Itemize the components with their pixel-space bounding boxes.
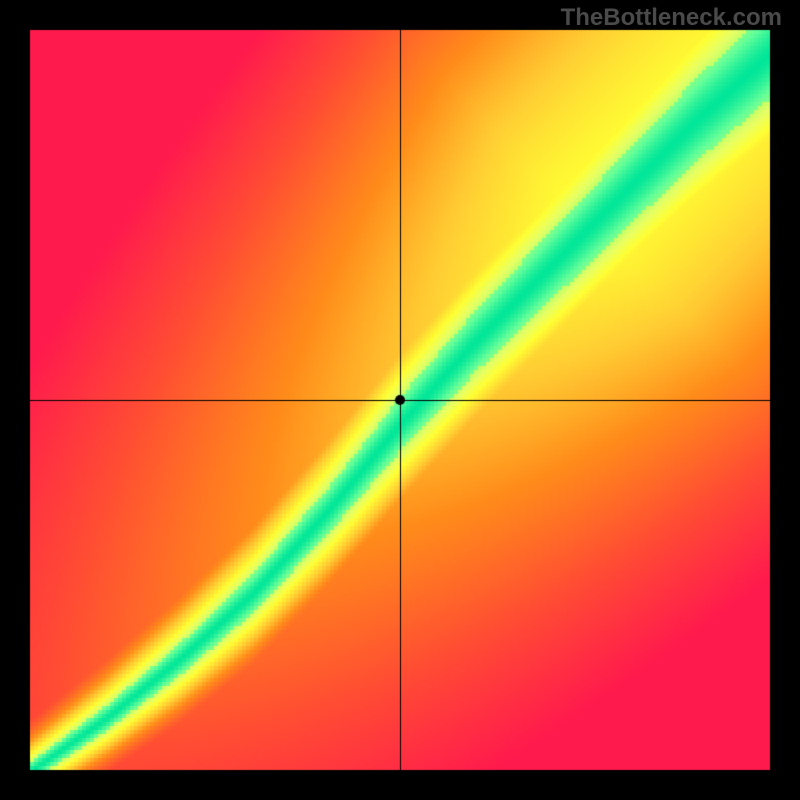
heatmap-canvas — [0, 0, 800, 800]
bottleneck-chart: TheBottleneck.com — [0, 0, 800, 800]
watermark-text: TheBottleneck.com — [561, 4, 782, 32]
